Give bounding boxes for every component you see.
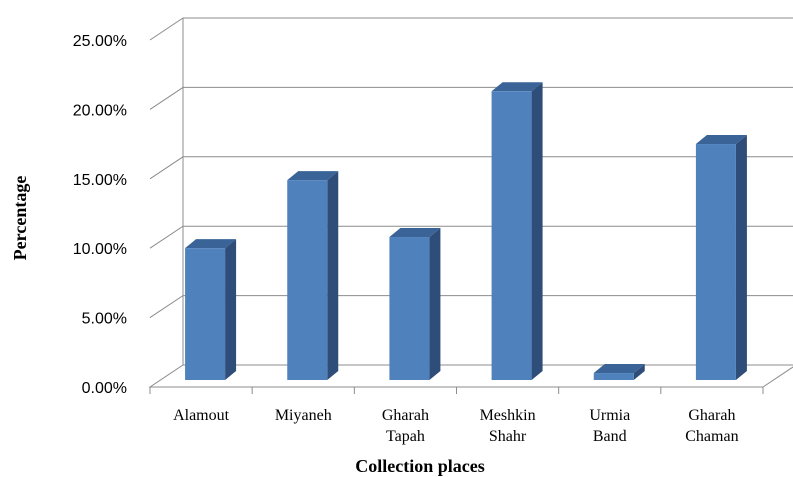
y-tick-label: 0.00% bbox=[82, 380, 127, 397]
bar-side bbox=[633, 364, 645, 380]
x-tick-label-line: Gharah bbox=[688, 407, 735, 424]
x-tick-label-line: Gharah bbox=[382, 407, 429, 424]
x-tick-label-line: Alamout bbox=[173, 407, 230, 424]
bar bbox=[695, 135, 747, 380]
bar-side bbox=[531, 82, 543, 381]
bar-front bbox=[287, 180, 328, 380]
bar-side bbox=[735, 135, 747, 380]
y-tick-label: 20.00% bbox=[73, 102, 127, 119]
bar-top bbox=[695, 135, 747, 145]
bar-front bbox=[695, 144, 736, 380]
gridline bbox=[149, 156, 793, 180]
bar bbox=[593, 364, 645, 380]
bar-side bbox=[327, 171, 339, 380]
y-tick-label: 10.00% bbox=[73, 241, 127, 258]
x-tick-label: Alamout bbox=[173, 407, 230, 424]
y-tick-label: 25.00% bbox=[73, 33, 127, 50]
bar-top bbox=[389, 228, 441, 238]
bar-side bbox=[429, 228, 441, 380]
x-tick-label-line: Chaman bbox=[685, 428, 738, 445]
bar-top bbox=[491, 82, 543, 92]
bar-top bbox=[593, 364, 645, 374]
bar-front bbox=[389, 237, 430, 380]
x-tick-labels: Alamout Miyaneh Gharah Tapah Meshkin Shahr Urm… bbox=[173, 407, 738, 445]
gridline bbox=[149, 17, 793, 41]
gridline bbox=[149, 86, 793, 110]
gridline bbox=[149, 295, 793, 319]
x-tick-label: Miyaneh bbox=[275, 407, 332, 424]
bar bbox=[185, 239, 237, 380]
y-tick-labels: 0.00% 5.00% 10.00% 15.00% 20.00% 25.00% bbox=[73, 33, 127, 397]
gridlines bbox=[148, 17, 793, 394]
x-tick-label-line: Urmia bbox=[589, 407, 630, 424]
bars bbox=[185, 82, 747, 381]
y-tick-label: 5.00% bbox=[82, 311, 127, 328]
x-tick-label-line: Tapah bbox=[386, 428, 425, 445]
x-tick-label: Meshkin Shahr bbox=[480, 407, 536, 445]
bar bbox=[389, 228, 441, 380]
gridline bbox=[149, 225, 793, 249]
bar bbox=[491, 82, 543, 381]
bar-side bbox=[225, 239, 237, 380]
bar-front bbox=[593, 373, 634, 380]
bar-top bbox=[185, 239, 237, 249]
x-tick-label-line: Miyaneh bbox=[275, 407, 332, 424]
bar-top bbox=[287, 171, 339, 181]
x-tick-label: Urmia Band bbox=[589, 407, 630, 445]
bar-front bbox=[491, 91, 532, 381]
x-tick-label-line: Meshkin bbox=[480, 407, 536, 424]
bar-front bbox=[185, 248, 226, 380]
y-tick-label: 15.00% bbox=[73, 172, 127, 189]
x-tick-label-line: Shahr bbox=[489, 428, 527, 445]
x-tick-label: Gharah Tapah bbox=[382, 407, 429, 445]
x-axis-title: Collection places bbox=[355, 456, 484, 476]
y-axis-title: Percentage bbox=[10, 176, 30, 261]
bar bbox=[287, 171, 339, 380]
x-tick-label: Gharah Chaman bbox=[685, 407, 738, 445]
x-tick-label-line: Band bbox=[593, 428, 627, 445]
